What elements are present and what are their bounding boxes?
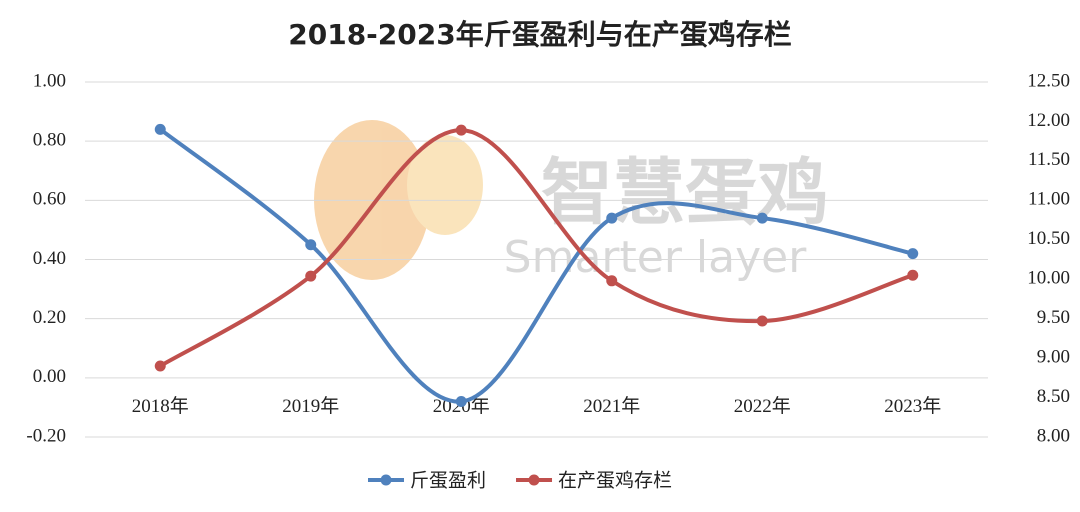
y2-tick-label: 10.50 xyxy=(1027,228,1070,249)
series-marker xyxy=(606,275,618,287)
y2-tick-label: 8.50 xyxy=(1037,386,1070,407)
y2-tick-label: 12.50 xyxy=(1027,70,1070,91)
legend-label: 在产蛋鸡存栏 xyxy=(558,470,672,492)
series-marker xyxy=(154,123,166,135)
y2-tick-label: 8.00 xyxy=(1037,425,1070,446)
y-tick-label: 0.20 xyxy=(33,307,66,328)
watermark-subtitle: Smarter layer xyxy=(504,232,808,283)
y2-tick-label: 10.00 xyxy=(1027,268,1070,289)
series-marker xyxy=(606,212,618,224)
y2-tick-label: 11.00 xyxy=(1028,189,1070,210)
y2-tick-label: 11.50 xyxy=(1028,149,1070,170)
y-tick-label: 1.00 xyxy=(33,70,66,91)
series-marker xyxy=(756,212,768,224)
y-tick-label: 0.80 xyxy=(33,130,66,151)
chart-title: 2018-2023年斤蛋盈利与在产蛋鸡存栏 xyxy=(288,18,791,51)
series-marker xyxy=(756,315,768,327)
x-tick-label: 2019年 xyxy=(282,395,339,417)
series-marker xyxy=(154,360,166,372)
x-tick-label: 2018年 xyxy=(132,395,189,417)
series-marker xyxy=(455,124,467,136)
series-marker xyxy=(305,239,317,251)
x-tick-label: 2021年 xyxy=(583,395,640,417)
series-marker xyxy=(907,248,919,260)
x-tick-label: 2022年 xyxy=(734,395,791,417)
x-tick-label: 2023年 xyxy=(884,395,941,417)
series-marker xyxy=(455,396,467,407)
series-marker xyxy=(305,270,317,282)
y2-tick-label: 9.50 xyxy=(1037,307,1070,328)
y-tick-label: 0.00 xyxy=(33,366,66,387)
y-tick-label: -0.20 xyxy=(26,425,66,446)
legend-label: 斤蛋盈利 xyxy=(410,470,486,492)
y2-tick-label: 12.00 xyxy=(1027,110,1070,131)
y-tick-label: 0.40 xyxy=(33,248,66,269)
y2-tick-label: 9.00 xyxy=(1037,346,1070,367)
legend-marker xyxy=(528,474,540,486)
series-marker xyxy=(907,269,919,281)
y-tick-label: 0.60 xyxy=(33,189,66,210)
legend-marker xyxy=(380,474,392,486)
